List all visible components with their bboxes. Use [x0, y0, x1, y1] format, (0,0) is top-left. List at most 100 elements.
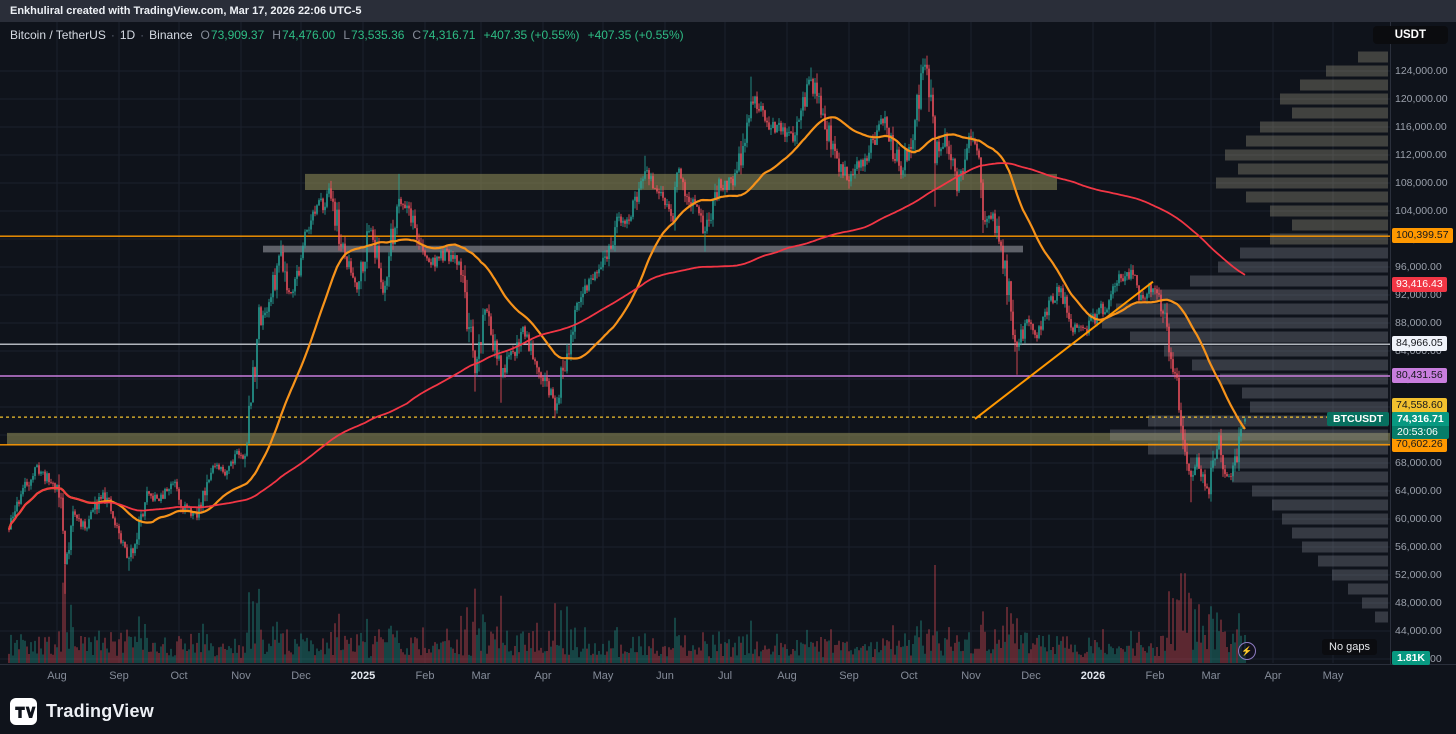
red-ma-price-label: 93,416.43 [1392, 277, 1447, 293]
volume-profile-row [1318, 555, 1388, 567]
volume-profile-row [1250, 401, 1388, 413]
volume-profile-row [1302, 541, 1388, 553]
no-gaps-badge: No gaps [1322, 639, 1377, 655]
volume-profile-row [1260, 121, 1388, 133]
lightning-icon[interactable]: ⚡ [1238, 642, 1256, 660]
high-key: H [272, 28, 281, 42]
hline-70602-label: 70,602.26 [1392, 436, 1447, 452]
volume-profile-row [1326, 65, 1388, 77]
candle-bodies-down [8, 64, 1238, 565]
time-axis-month-label: Nov [231, 670, 251, 682]
volume-profile-row [1375, 611, 1388, 623]
time-axis-month-label: Apr [1264, 670, 1282, 682]
time-axis-month-label: May [1322, 670, 1344, 682]
volume-profile-row [1280, 93, 1388, 105]
interval-label[interactable]: 1D [119, 28, 136, 42]
hline-100399-label: 100,399.57 [1392, 228, 1453, 244]
time-axis-month-label: Feb [1145, 670, 1165, 682]
footer-bar: TradingView [0, 688, 1456, 734]
time-axis-month-label: Oct [170, 670, 188, 682]
separator-dot: · [140, 28, 145, 42]
volume-profile-row [1246, 135, 1388, 147]
volume-profile-row [1218, 261, 1388, 273]
time-axis-month-label: Dec [291, 670, 311, 682]
low-value: 73,535.36 [351, 28, 405, 42]
volume-bars-up [10, 588, 1246, 663]
volume-profile-row [1272, 499, 1388, 511]
volume-profile-row [1300, 79, 1388, 91]
time-axis-month-label: Jul [717, 670, 733, 682]
candle-wicks-up [10, 58, 1246, 571]
low-key: L [343, 28, 351, 42]
volume-profile-row [1148, 415, 1388, 427]
price-tick-label: 112,000.00 [1395, 149, 1447, 161]
hline-84966-label: 84,966.05 [1392, 336, 1447, 352]
volume-profile-row [1270, 233, 1388, 245]
change-value-repeat: +407.35 (+0.55%) [587, 28, 684, 42]
time-axis-month-label: Sep [109, 670, 129, 682]
candle-bodies-up [10, 64, 1246, 565]
current-volume-badge: 1.81K [1392, 651, 1431, 665]
tradingview-logo[interactable]: TradingView [10, 697, 154, 725]
time-axis[interactable]: Aug Sep Oct Nov Dec 2025 Feb Mar Apr May Jun Jul Aug… [0, 664, 1456, 688]
lightning-glyph: ⚡ [1241, 645, 1253, 656]
price-tick-label: 120,000.00 [1395, 93, 1448, 105]
volume-profile-row [1332, 569, 1388, 581]
volume-profile-row [1110, 429, 1388, 441]
attribution-text: Enkhuliral created with TradingView.com,… [10, 5, 362, 17]
current-price-badge: 74,316.71 20:53:06 [1392, 411, 1449, 439]
time-axis-month-label: Aug [777, 670, 797, 682]
volume-profile-row [1148, 443, 1388, 455]
symbol-title[interactable]: Bitcoin / TetherUS [10, 28, 106, 42]
hline-74558-label: 74,558.60 [1392, 398, 1447, 414]
volume-profile-row [1192, 359, 1388, 371]
time-axis-month-label: May [592, 670, 614, 682]
high-value: 74,476.00 [281, 28, 336, 42]
price-tick-label: 48,000.00 [1395, 597, 1442, 609]
currency-toggle-button[interactable]: USDT [1372, 26, 1448, 44]
volume-profile-row [1130, 331, 1388, 343]
tradingview-wordmark: TradingView [46, 700, 154, 721]
time-axis-month-label: Mar [1201, 670, 1221, 682]
volume-profile-row [1164, 345, 1388, 357]
time-axis-month-label: Feb [415, 670, 435, 682]
volume-profile-row [1240, 247, 1388, 259]
price-tick-label: 104,000.00 [1395, 205, 1448, 217]
price-tick-label: 108,000.00 [1395, 177, 1448, 189]
trendline-drawing[interactable] [974, 280, 1154, 420]
volume-profile-row [1190, 275, 1388, 287]
tradingview-logo-icon [10, 697, 37, 725]
volume-profile-row [1270, 205, 1388, 217]
volume-profile-row [1225, 149, 1388, 161]
volume-profile-row [1292, 219, 1388, 231]
ma-fast-orange[interactable] [7, 116, 1246, 530]
symbol-header: Bitcoin / TetherUS · 1D · Binance O 73,9… [10, 28, 684, 42]
close-key: C [412, 28, 422, 42]
price-axis[interactable]: 124,000.00 120,000.00 116,000.00 112,000.00… [1390, 22, 1456, 665]
price-tick-label: 60,000.00 [1395, 513, 1442, 525]
ma-slow-red[interactable] [8, 162, 1246, 530]
time-axis-year-label: 2025 [350, 670, 376, 682]
volume-profile-row [1292, 527, 1388, 539]
current-price-value: 74,316.71 [1397, 412, 1444, 425]
change-value: +407.35 (+0.55%) [483, 28, 580, 42]
price-tick-label: 52,000.00 [1395, 569, 1442, 581]
separator-dot: · [110, 28, 115, 42]
volume-profile-row [1358, 51, 1388, 63]
demand-zone-lower [7, 432, 1390, 445]
price-tick-label: 64,000.00 [1395, 485, 1442, 497]
exchange-label[interactable]: Binance [149, 28, 193, 42]
volume-profile-row [1216, 177, 1388, 189]
price-chart-canvas[interactable] [0, 22, 1456, 664]
volume-profile-row [1150, 289, 1388, 301]
time-axis-month-label: Mar [471, 670, 491, 682]
hline-80431-label: 80,431.56 [1392, 367, 1447, 383]
supply-zone-upper [305, 173, 1057, 190]
time-axis-month-label: Sep [839, 670, 859, 682]
time-axis-month-label: Apr [534, 670, 552, 682]
volume-profile-row [1238, 163, 1388, 175]
volume-profile-row [1242, 387, 1388, 399]
bar-countdown: 20:53:06 [1392, 425, 1449, 439]
time-axis-month-label: Jun [656, 670, 674, 682]
